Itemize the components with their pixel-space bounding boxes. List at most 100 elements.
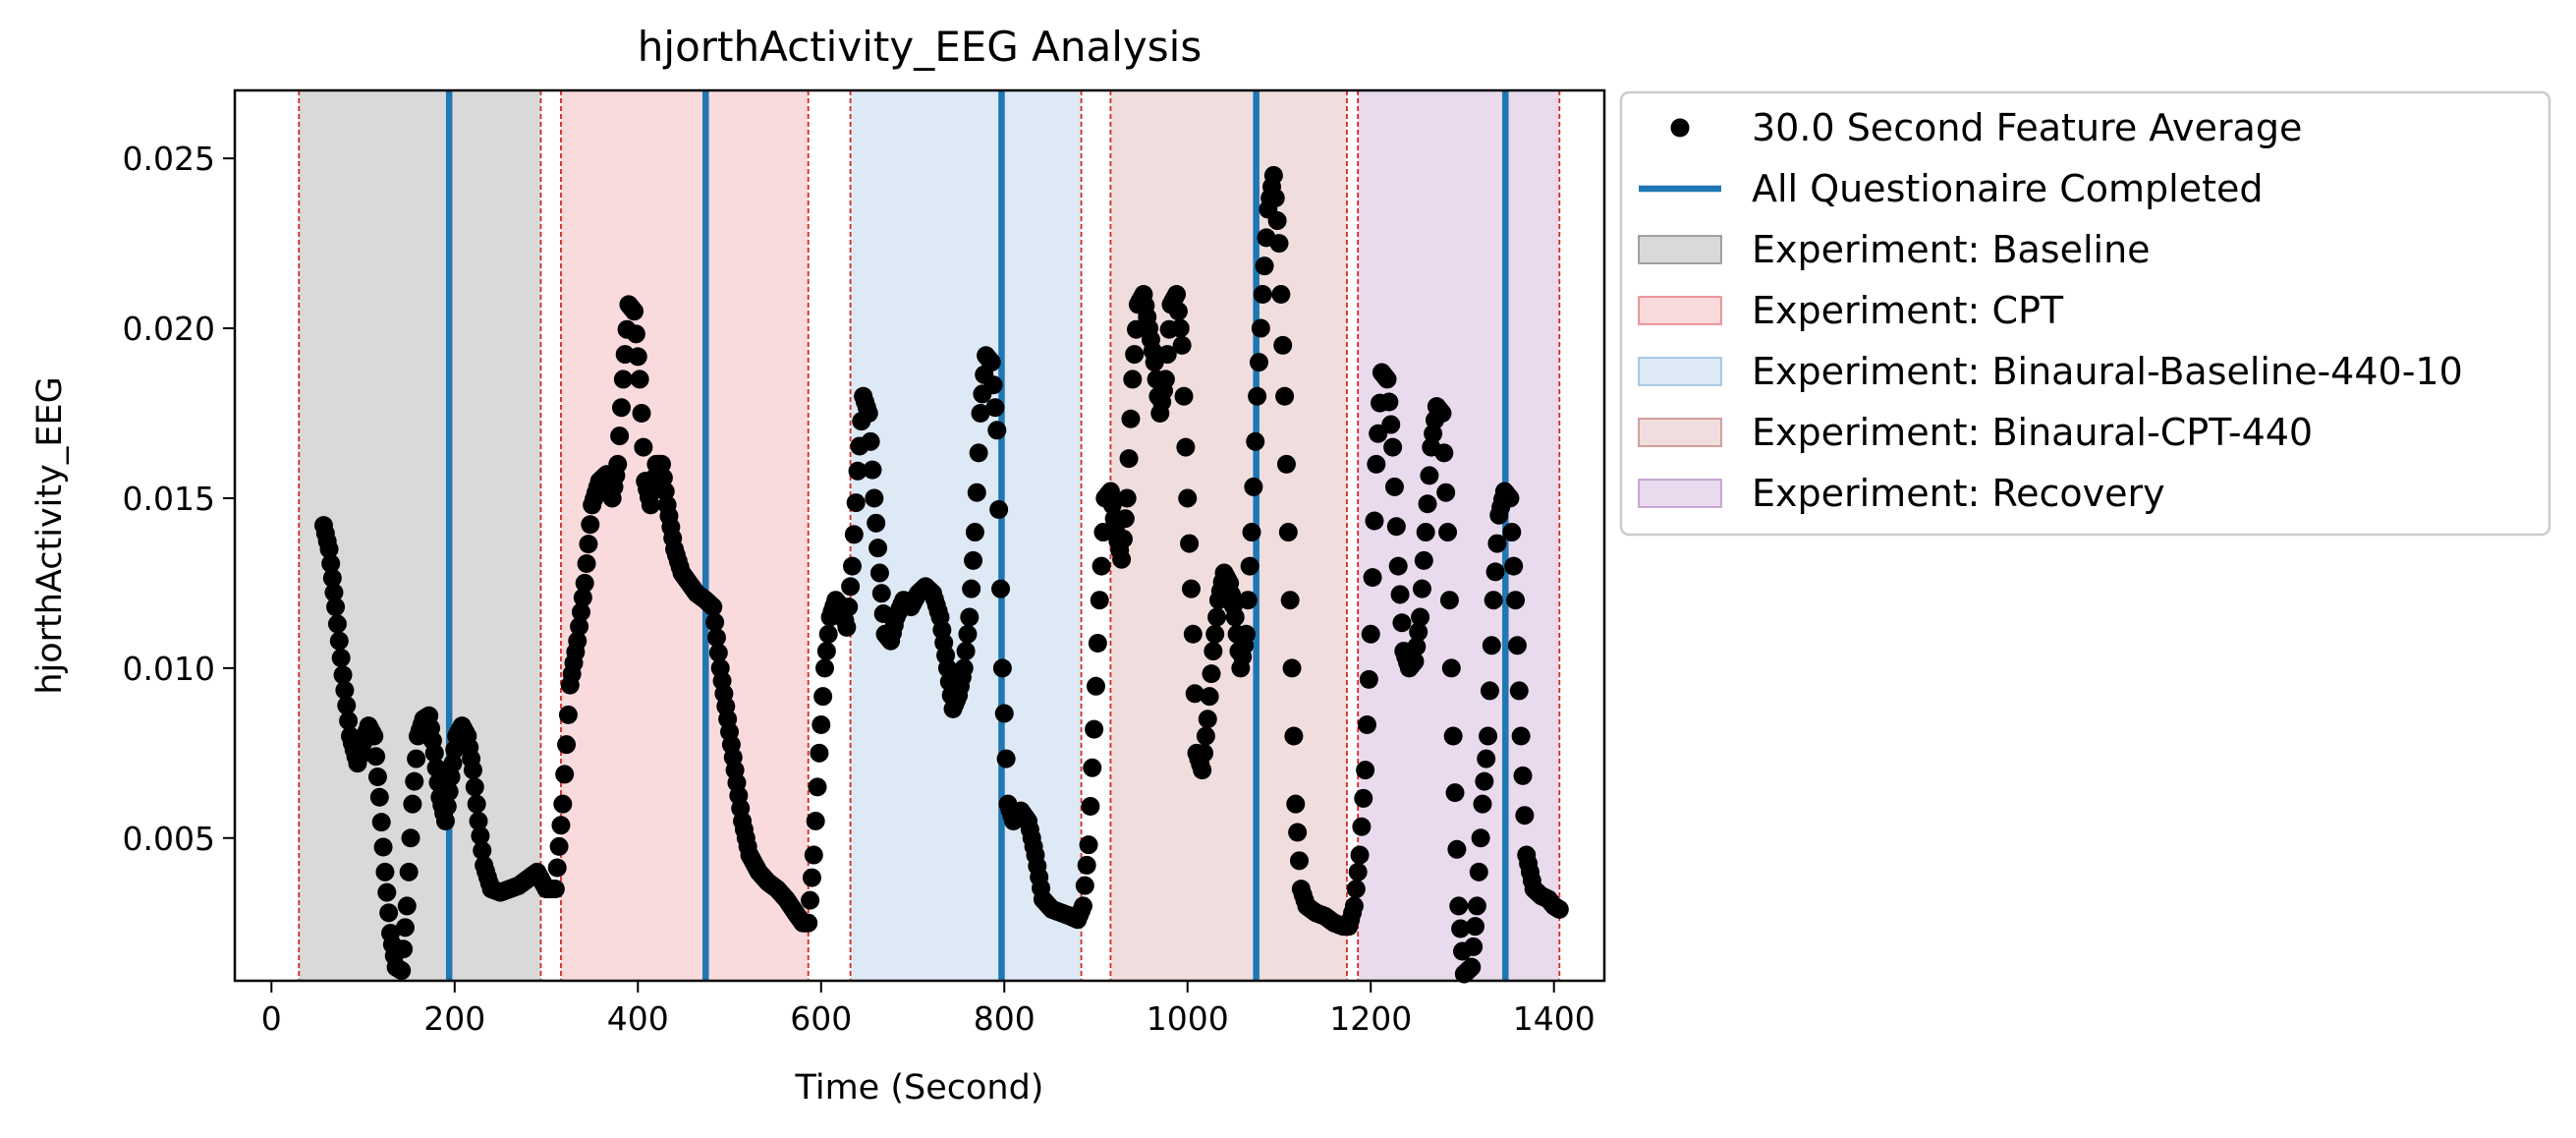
data-point-266 [801, 890, 820, 910]
data-point-488 [1207, 607, 1227, 627]
data-point-164 [613, 370, 633, 389]
data-point-439 [1117, 488, 1137, 508]
data-point-420 [1083, 758, 1102, 777]
data-point-564 [1346, 880, 1366, 899]
data-point-424 [1090, 591, 1109, 610]
data-point-170 [625, 302, 644, 321]
data-point-32 [371, 813, 391, 832]
data-point-161 [608, 454, 628, 474]
data-point-372 [994, 704, 1014, 723]
data-point-50 [405, 771, 424, 791]
data-point-520 [1265, 189, 1285, 208]
data-point-287 [839, 597, 859, 617]
experiment-boundary-lines [298, 90, 1561, 981]
data-point-171 [626, 324, 645, 344]
data-point-582 [1379, 392, 1399, 412]
span-3 [1110, 90, 1347, 981]
data-point-636 [1479, 726, 1498, 746]
data-point-618 [1445, 783, 1465, 803]
data-point-641 [1487, 534, 1507, 553]
data-point-162 [610, 427, 630, 446]
data-point-274 [814, 658, 834, 678]
data-point-675 [1549, 899, 1569, 919]
data-point-466 [1167, 284, 1187, 304]
data-point-597 [1407, 637, 1427, 656]
data-point-588 [1390, 585, 1410, 604]
data-point-467 [1168, 302, 1188, 321]
data-point-587 [1388, 556, 1408, 576]
y-axis-title: hjorthActivity_EEG [30, 376, 70, 694]
data-point-180 [643, 482, 662, 501]
x-tick-label-6: 1200 [1329, 999, 1412, 1038]
span-1 [560, 90, 809, 981]
data-point-83 [465, 777, 484, 797]
data-point-131 [553, 794, 573, 814]
x-tick-label-2: 400 [607, 999, 669, 1038]
data-point-476 [1185, 684, 1204, 704]
data-point-145 [579, 535, 598, 554]
data-point-272 [812, 714, 831, 734]
data-point-461 [1157, 345, 1177, 365]
data-point-473 [1180, 534, 1200, 553]
data-point-5 [322, 568, 342, 588]
data-point-523 [1271, 284, 1291, 304]
y-tick-label-1: 0.010 [123, 650, 215, 688]
data-point-568 [1354, 788, 1373, 808]
data-point-617 [1443, 726, 1463, 746]
data-point-29 [366, 747, 386, 767]
data-point-269 [806, 811, 825, 830]
data-point-573 [1363, 568, 1382, 588]
data-point-443 [1125, 345, 1145, 365]
data-point-603 [1418, 494, 1437, 514]
data-point-11 [333, 665, 353, 685]
data-point-44 [394, 939, 414, 959]
data-point-368 [987, 421, 1007, 440]
legend-marker-0 [1670, 118, 1690, 138]
data-point-51 [407, 749, 426, 768]
data-point-628 [1464, 937, 1484, 956]
data-point-3 [319, 540, 339, 559]
data-point-291 [846, 493, 866, 513]
data-point-28 [364, 726, 384, 746]
legend-label-1: All Questionaire Completed [1752, 167, 2264, 210]
data-point-460 [1155, 370, 1175, 389]
data-point-599 [1411, 607, 1430, 627]
data-point-615 [1439, 591, 1459, 610]
legend-label-5: Experiment: Binaural-CPT-440 [1752, 411, 2313, 454]
data-point-48 [401, 828, 420, 848]
data-point-574 [1365, 511, 1384, 531]
data-point-513 [1253, 284, 1272, 304]
data-point-132 [555, 765, 575, 784]
data-point-216 [708, 643, 728, 662]
data-point-9 [329, 631, 349, 651]
data-point-359 [971, 404, 990, 424]
legend-patch-5 [1638, 418, 1722, 447]
data-point-415 [1073, 896, 1092, 916]
data-point-474 [1181, 579, 1201, 598]
data-point-614 [1438, 523, 1458, 542]
data-point-651 [1506, 591, 1526, 610]
data-point-45 [395, 918, 415, 938]
data-point-365 [981, 353, 1001, 372]
data-point-186 [653, 468, 673, 487]
data-point-440 [1119, 449, 1139, 469]
data-point-570 [1357, 714, 1376, 734]
data-point-72 [445, 740, 465, 760]
legend-patch-4 [1638, 357, 1722, 386]
data-point-301 [865, 488, 884, 508]
data-point-49 [403, 794, 422, 814]
data-point-214 [705, 612, 725, 632]
data-point-532 [1288, 823, 1308, 842]
data-point-33 [373, 837, 393, 857]
data-point-640 [1485, 562, 1505, 582]
data-point-442 [1123, 370, 1143, 389]
data-point-436 [1112, 549, 1132, 569]
data-point-36 [379, 903, 399, 923]
data-point-82 [463, 761, 482, 780]
data-point-528 [1280, 591, 1300, 610]
data-point-586 [1386, 517, 1406, 537]
data-point-533 [1289, 851, 1309, 871]
data-point-598 [1409, 622, 1428, 642]
data-point-639 [1484, 591, 1503, 610]
y-tick-label-0: 0.005 [123, 820, 215, 858]
